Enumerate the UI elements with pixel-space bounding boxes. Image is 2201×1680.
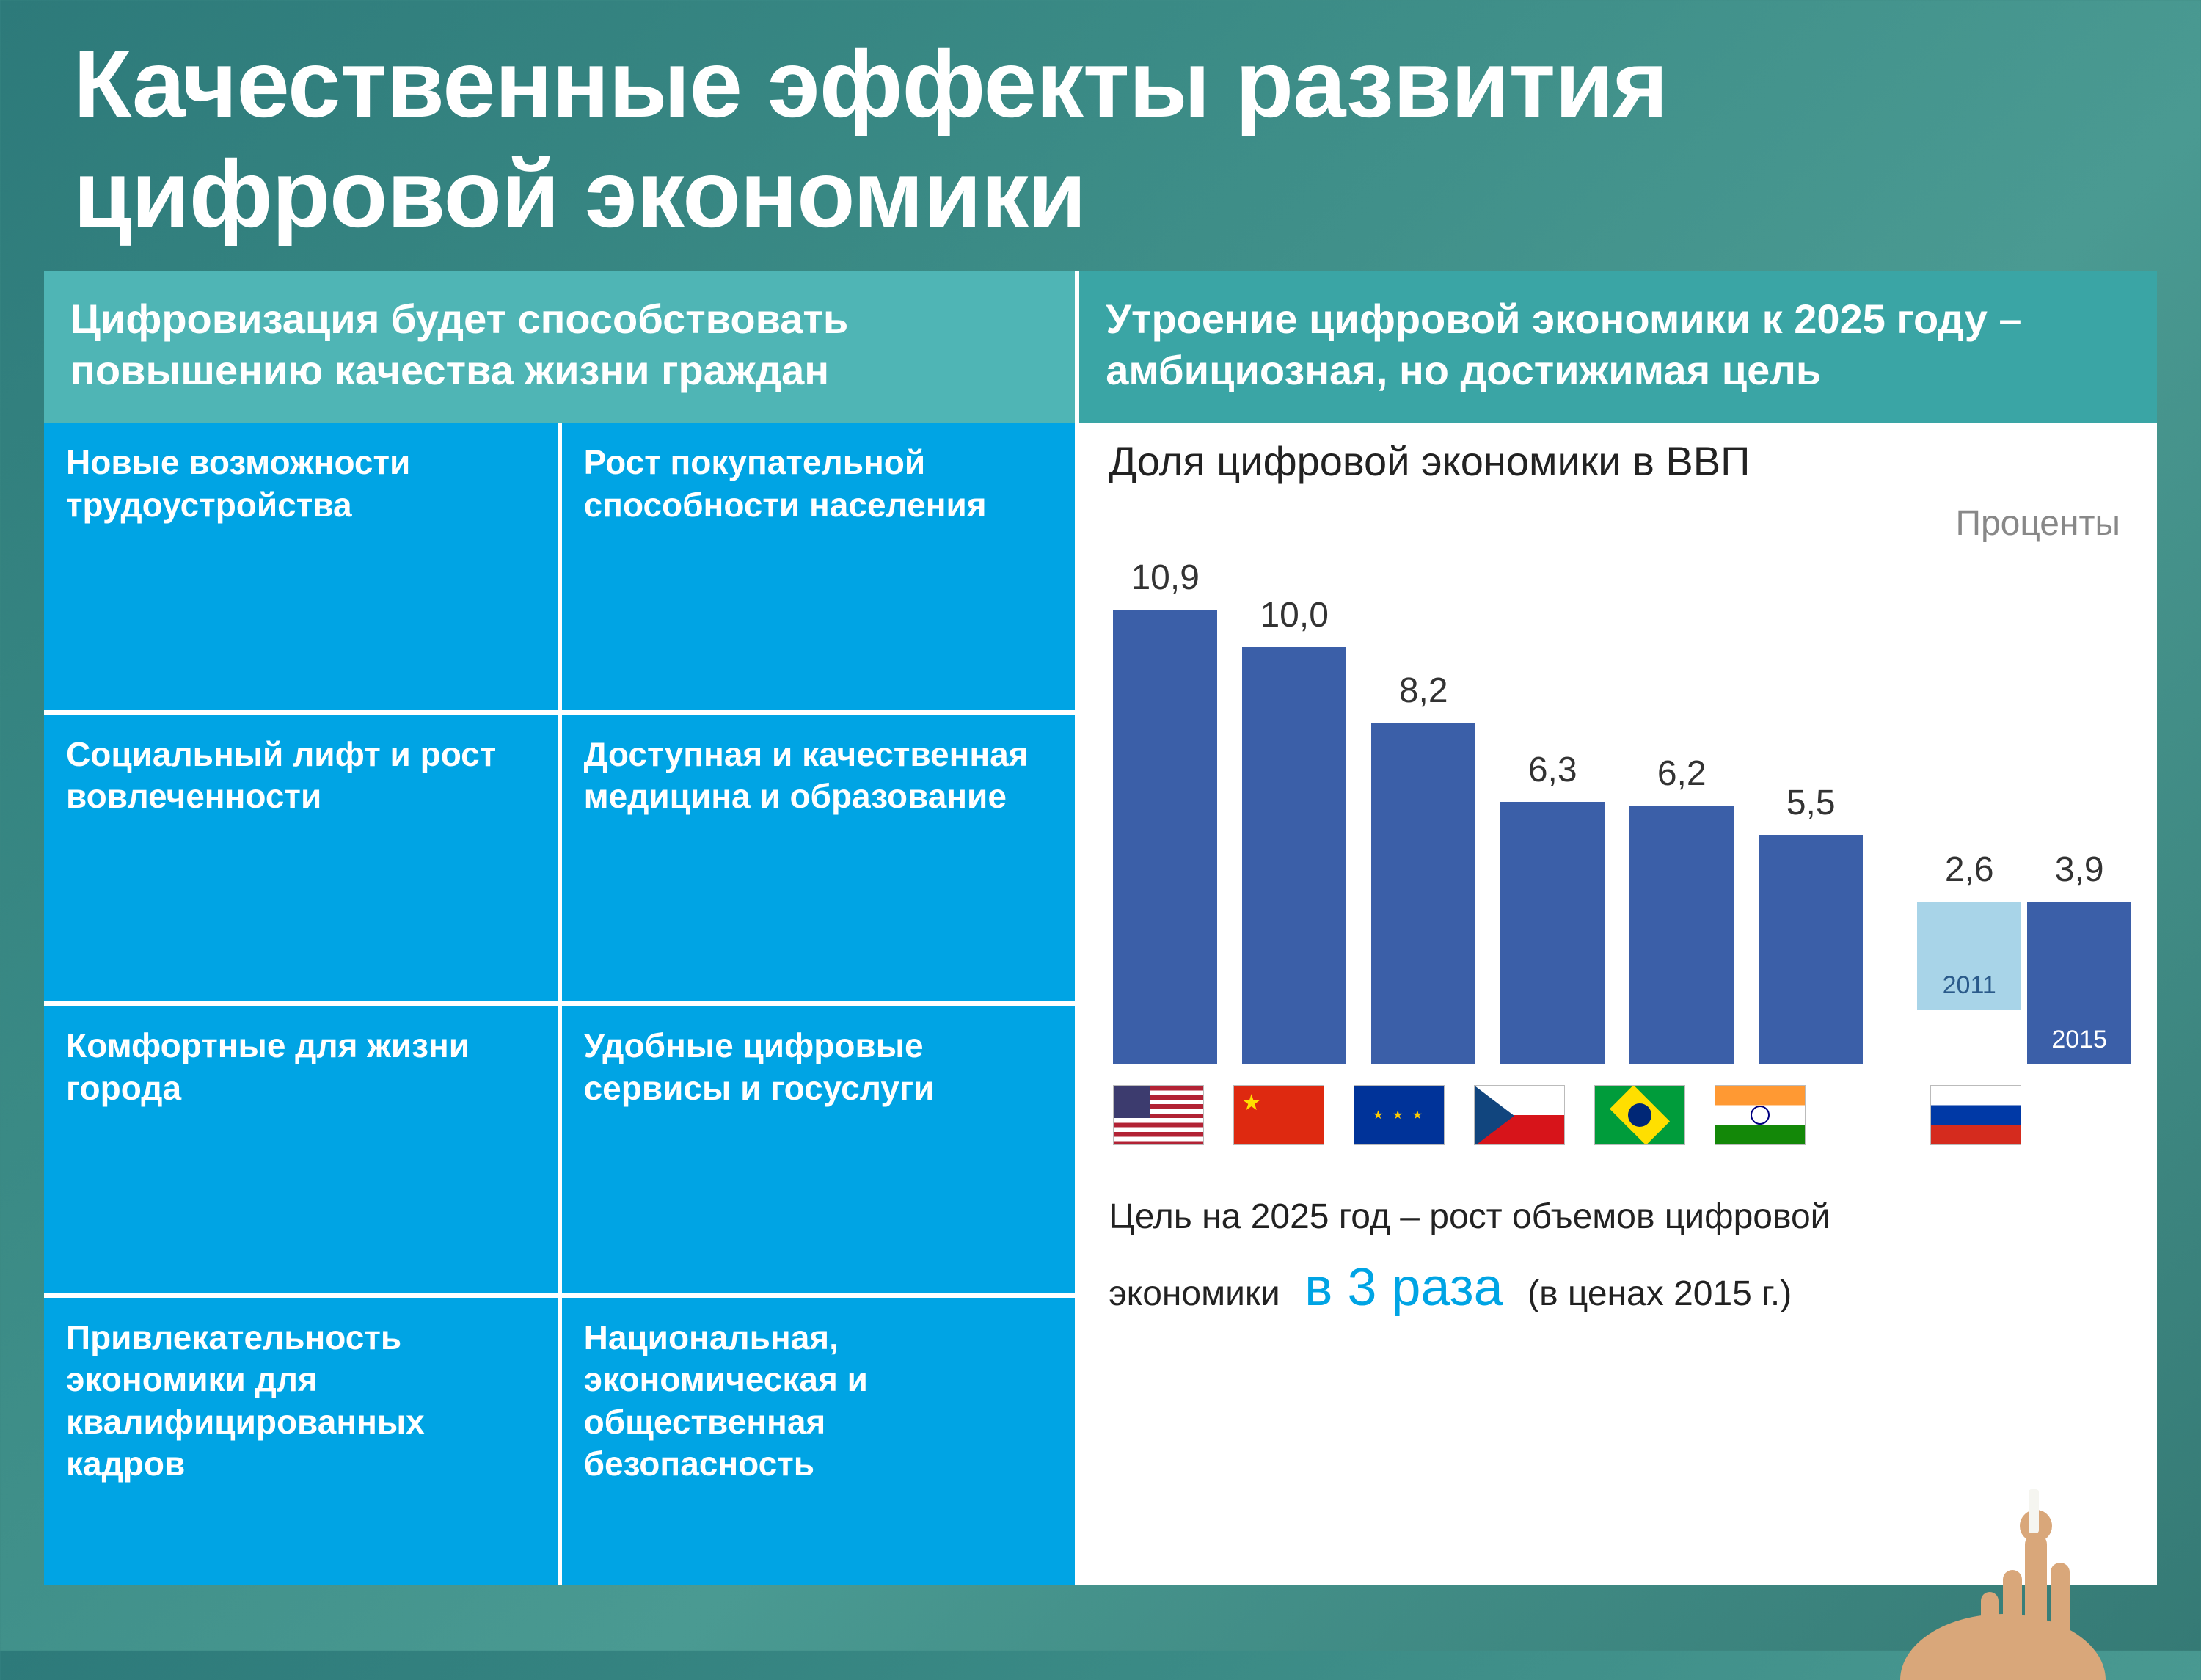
bar-value-label: 10,9: [1131, 558, 1199, 598]
bar-value-label: 10,0: [1260, 595, 1328, 635]
flag-russia-icon: [1930, 1085, 2021, 1145]
bar-value-label: 8,2: [1399, 671, 1448, 711]
chart-title: Доля цифровой экономики в ВВП: [1109, 437, 2128, 485]
bar-value-label: 6,3: [1528, 750, 1577, 790]
goal-text: Цель на 2025 год – рост объемов цифровой…: [1109, 1189, 2128, 1330]
tile-2: Рост покупательной способности населения: [562, 423, 1076, 710]
bar-value-label: 5,5: [1786, 783, 1836, 823]
goal-highlight: в 3 раза: [1290, 1258, 1518, 1317]
bar-group: 6,2: [1629, 753, 1734, 1064]
bar-group-russia: 2,63,9 20112015: [1917, 850, 2131, 1064]
tile-1: Новые возможности трудоустройства: [44, 423, 558, 710]
flag-india-icon: [1715, 1085, 1806, 1145]
flag-brazil-icon: [1594, 1085, 1685, 1145]
bar: [1113, 610, 1217, 1064]
hand-decoration: [1893, 1489, 2172, 1680]
bar-value-label: 3,9: [2027, 850, 2131, 890]
tiles-grid: Новые возможности трудоустройства Рост п…: [44, 423, 1079, 1585]
chart-units-label: Проценты: [1955, 503, 2120, 544]
flag-usa-icon: [1113, 1085, 1204, 1145]
tile-8: Национальная, экономическая и общественн…: [562, 1298, 1076, 1585]
bar-year-label: 2011: [1917, 971, 2021, 1000]
right-column: Утроение цифровой экономики к 2025 году …: [1079, 271, 2157, 1585]
flag-china-icon: [1233, 1085, 1324, 1145]
bar-value-label: 6,2: [1657, 753, 1707, 794]
tile-4: Доступная и качественная медицина и обра…: [562, 715, 1076, 1002]
goal-line2: экономики в 3 раза (в ценах 2015 г.): [1109, 1246, 2128, 1330]
left-column: Цифровизация будет способствовать повыше…: [44, 271, 1079, 1585]
tile-7: Привлекательность экономики для квалифиц…: [44, 1298, 558, 1585]
bar: [1759, 835, 1863, 1064]
slide-title: Качественные эффекты развития цифровой э…: [0, 0, 2201, 293]
content-panel: Цифровизация будет способствовать повыше…: [44, 271, 2157, 1585]
tile-5: Комфортные для жизни города: [44, 1006, 558, 1293]
bar-group: 10,0: [1242, 595, 1346, 1064]
flag-czech-icon: [1474, 1085, 1565, 1145]
bar-group: 10,9: [1113, 558, 1217, 1064]
bar-group: 8,2: [1371, 671, 1475, 1064]
bar: 2015: [2027, 902, 2131, 1064]
bar-value-label: 2,6: [1917, 850, 2021, 890]
bar: [1371, 723, 1475, 1064]
bar: [1500, 802, 1605, 1064]
bar-group: 5,5: [1759, 783, 1863, 1064]
flag-eu-icon: [1354, 1085, 1445, 1145]
goal-line1: Цель на 2025 год – рост объемов цифровой: [1109, 1189, 2128, 1246]
left-header: Цифровизация будет способствовать повыше…: [44, 271, 1079, 423]
bar-group: 6,3: [1500, 750, 1605, 1064]
bar: [1629, 806, 1734, 1064]
goal-suffix: (в ценах 2015 г.): [1527, 1274, 1792, 1313]
goal-prefix: экономики: [1109, 1274, 1280, 1313]
tile-6: Удобные цифровые сервисы и госуслуги: [562, 1006, 1076, 1293]
bar: 2011: [1917, 902, 2021, 1010]
tile-3: Социальный лифт и рост вовлеченности: [44, 715, 558, 1002]
bar: [1242, 647, 1346, 1064]
bar-year-label: 2015: [2027, 1026, 2131, 1054]
flags-row: [1109, 1085, 2128, 1145]
chart-area: Доля цифровой экономики в ВВП Проценты 1…: [1079, 423, 2157, 1585]
right-header: Утроение цифровой экономики к 2025 году …: [1079, 271, 2157, 423]
bar-chart: 10,9 10,0 8,2 6,3 6,2 5,5 2,63,9 20112015: [1109, 536, 2128, 1064]
